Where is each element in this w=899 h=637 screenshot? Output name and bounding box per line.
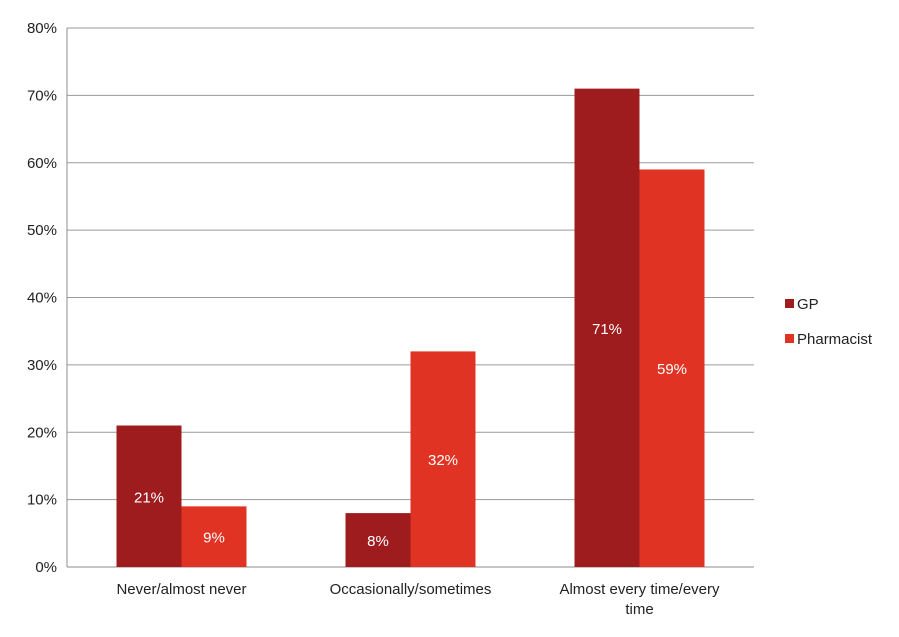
x-category-label: Almost every time/every time (559, 581, 720, 618)
data-label: 9% (203, 530, 225, 547)
x-category-label-line: time (625, 601, 653, 618)
y-tick-label: 70% (27, 87, 57, 104)
y-tick-label: 40% (27, 290, 57, 307)
y-tick-label: 30% (27, 357, 57, 374)
data-labels: 21% 9% 8% 32% 71% 59% (134, 321, 687, 550)
bar-gp-0 (116, 425, 182, 567)
y-tick-label: 50% (27, 222, 57, 239)
x-category-label: Occasionally/sometimes (330, 581, 492, 598)
y-tick-label: 10% (27, 492, 57, 509)
data-label: 8% (367, 533, 389, 550)
x-axis-category-labels: Never/almost never Occasionally/sometimes… (116, 581, 720, 618)
data-label: 59% (657, 361, 687, 378)
data-label: 71% (592, 321, 622, 338)
bar-pharmacist-1 (410, 351, 476, 567)
y-tick-label: 60% (27, 155, 57, 172)
data-label: 21% (134, 489, 164, 506)
data-label: 32% (428, 452, 458, 469)
legend-swatch-gp (785, 299, 794, 308)
bar-gp-1 (345, 513, 411, 567)
bar-pharmacist-0 (181, 506, 247, 567)
bars (116, 88, 705, 568)
legend-swatch-pharmacist (785, 334, 794, 343)
legend: GP Pharmacist (785, 296, 873, 348)
x-category-label-line: Never/almost never (116, 581, 246, 598)
x-category-label-line: Almost every time/every (559, 581, 720, 598)
y-axis-tick-labels: 0% 10% 20% 30% 40% 50% 60% 70% 80% (27, 20, 57, 576)
x-category-label-line: Occasionally/sometimes (330, 581, 492, 598)
y-tick-label: 80% (27, 20, 57, 37)
bar-pharmacist-2 (639, 169, 705, 568)
x-category-label: Never/almost never (116, 581, 246, 598)
y-tick-label: 0% (35, 559, 57, 576)
bar-gp-2 (574, 88, 640, 567)
legend-label: Pharmacist (797, 331, 873, 348)
y-tick-label: 20% (27, 424, 57, 441)
legend-label: GP (797, 296, 819, 313)
